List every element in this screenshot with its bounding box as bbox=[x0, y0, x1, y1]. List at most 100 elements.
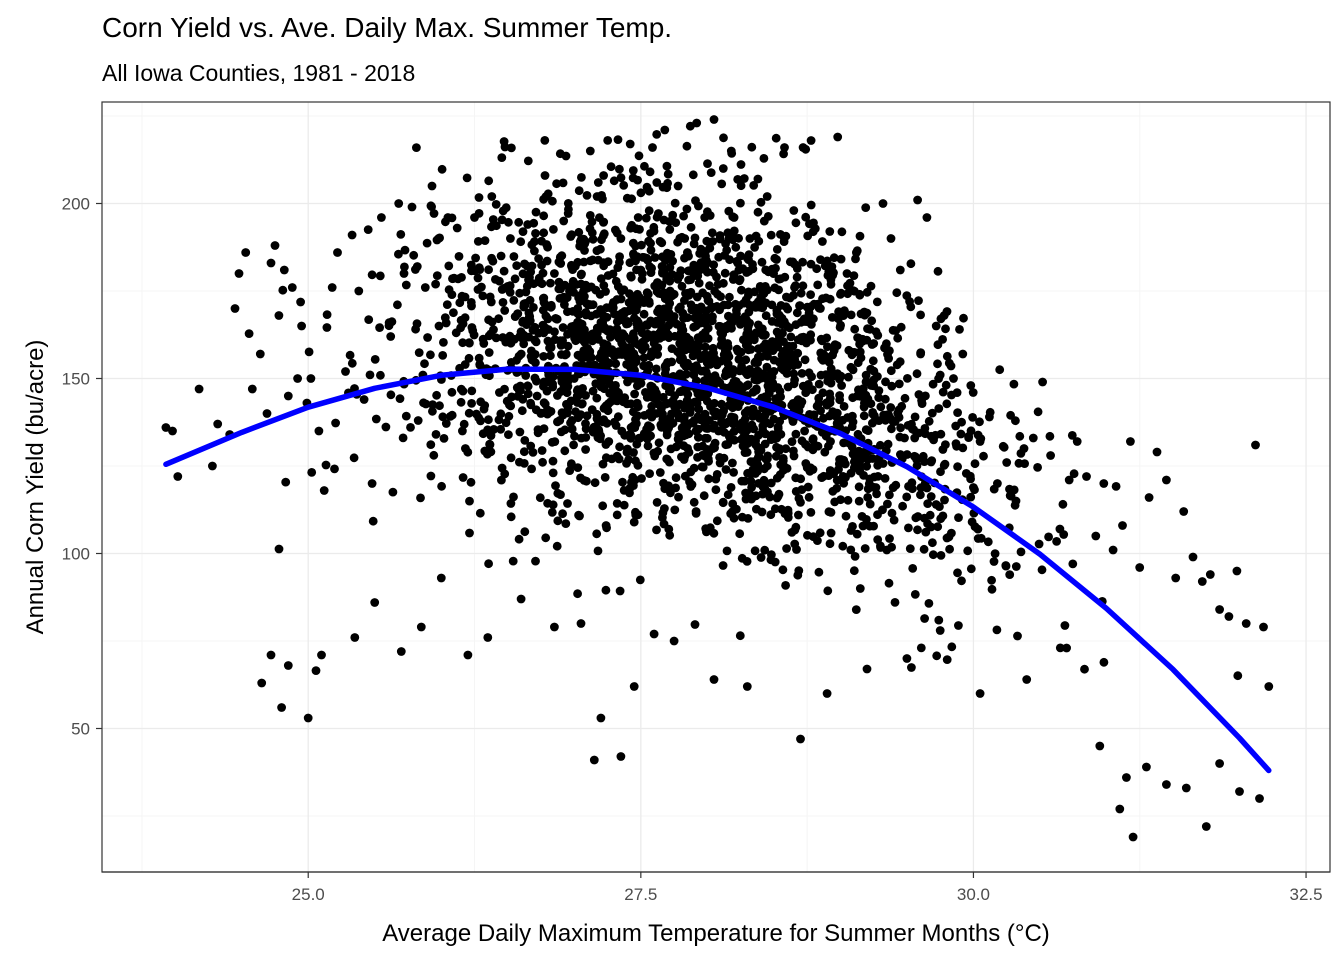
chart-title: Corn Yield vs. Ave. Daily Max. Summer Te… bbox=[102, 12, 673, 43]
cloud-point bbox=[652, 287, 662, 296]
data-point bbox=[287, 283, 297, 292]
cloud-point bbox=[698, 441, 707, 451]
cloud-point bbox=[526, 441, 536, 451]
cloud-point bbox=[762, 362, 772, 372]
data-point bbox=[266, 650, 276, 660]
data-point bbox=[487, 192, 497, 201]
cloud-point bbox=[813, 441, 823, 451]
cloud-point bbox=[766, 555, 776, 565]
cloud-point bbox=[1013, 631, 1022, 641]
cloud-point bbox=[371, 414, 381, 424]
cloud-point bbox=[519, 447, 529, 457]
cloud-point bbox=[719, 427, 729, 437]
cloud-point bbox=[698, 462, 708, 472]
cloud-point bbox=[832, 418, 842, 428]
cloud-point bbox=[788, 257, 798, 267]
cloud-point bbox=[751, 440, 761, 449]
cloud-point bbox=[626, 399, 636, 409]
cloud-point bbox=[652, 130, 662, 139]
data-point bbox=[1046, 451, 1055, 460]
data-point bbox=[241, 248, 251, 257]
data-point bbox=[1028, 433, 1038, 443]
cloud-point bbox=[718, 561, 728, 570]
cloud-point bbox=[649, 338, 659, 348]
cloud-point bbox=[1009, 379, 1019, 389]
cloud-point bbox=[618, 340, 628, 350]
cloud-point bbox=[736, 198, 745, 208]
cloud-point bbox=[857, 512, 867, 521]
cloud-point bbox=[455, 363, 464, 373]
cloud-point bbox=[714, 321, 724, 331]
cloud-point bbox=[422, 238, 432, 248]
data-point bbox=[796, 734, 805, 744]
cloud-point bbox=[806, 290, 815, 299]
data-point bbox=[1126, 437, 1135, 446]
cloud-point bbox=[739, 432, 748, 442]
cloud-point bbox=[363, 225, 373, 235]
cloud-point bbox=[557, 350, 566, 359]
data-point bbox=[833, 132, 843, 142]
cloud-point bbox=[902, 291, 912, 300]
cloud-point bbox=[531, 207, 541, 217]
cloud-point bbox=[886, 366, 896, 376]
cloud-point bbox=[566, 418, 575, 428]
data-point bbox=[452, 223, 462, 233]
cloud-point bbox=[645, 388, 655, 398]
cloud-point bbox=[1005, 484, 1014, 494]
cloud-point bbox=[619, 500, 629, 510]
cloud-point bbox=[278, 285, 288, 295]
cloud-point bbox=[761, 265, 771, 275]
cloud-point bbox=[884, 578, 894, 588]
cloud-point bbox=[465, 528, 474, 538]
cloud-point bbox=[1069, 469, 1079, 479]
cloud-point bbox=[790, 525, 800, 535]
cloud-point bbox=[774, 357, 784, 367]
cloud-point bbox=[624, 455, 633, 465]
cloud-point bbox=[879, 410, 889, 420]
cloud-point bbox=[735, 529, 745, 539]
cloud-point bbox=[767, 317, 777, 326]
cloud-point bbox=[435, 233, 444, 243]
data-point bbox=[652, 178, 662, 187]
cloud-point bbox=[793, 348, 803, 358]
data-point bbox=[1038, 377, 1047, 387]
data-point bbox=[789, 206, 799, 215]
cloud-point bbox=[702, 236, 712, 246]
cloud-point bbox=[916, 349, 925, 359]
cloud-point bbox=[667, 344, 677, 353]
cloud-point bbox=[883, 350, 892, 359]
cloud-point bbox=[907, 419, 916, 429]
cloud-point bbox=[825, 411, 834, 421]
cloud-point bbox=[885, 534, 894, 543]
cloud-point bbox=[707, 228, 717, 238]
data-point bbox=[625, 139, 635, 149]
cloud-point bbox=[622, 319, 631, 329]
cloud-point bbox=[546, 278, 555, 288]
cloud-point bbox=[793, 570, 803, 580]
cloud-point bbox=[809, 314, 818, 324]
cloud-point bbox=[907, 478, 917, 488]
data-point bbox=[862, 664, 872, 674]
cloud-point bbox=[932, 651, 942, 661]
data-point bbox=[297, 321, 306, 331]
cloud-point bbox=[740, 448, 750, 457]
cloud-point bbox=[887, 424, 896, 434]
data-point bbox=[825, 227, 835, 236]
cloud-point bbox=[345, 350, 355, 360]
cloud-point bbox=[723, 439, 733, 449]
cloud-point bbox=[563, 199, 573, 208]
cloud-point bbox=[791, 359, 801, 369]
cloud-point bbox=[913, 525, 922, 535]
cloud-point bbox=[936, 551, 946, 560]
data-point bbox=[506, 234, 515, 243]
cloud-point bbox=[749, 457, 758, 467]
cloud-point bbox=[835, 395, 845, 405]
data-point bbox=[616, 752, 626, 761]
cloud-point bbox=[1099, 657, 1109, 667]
cloud-point bbox=[1058, 499, 1068, 509]
cloud-point bbox=[501, 203, 511, 213]
cloud-point bbox=[632, 381, 642, 391]
cloud-point bbox=[906, 259, 916, 269]
cloud-point bbox=[580, 246, 589, 255]
cloud-point bbox=[729, 427, 739, 436]
